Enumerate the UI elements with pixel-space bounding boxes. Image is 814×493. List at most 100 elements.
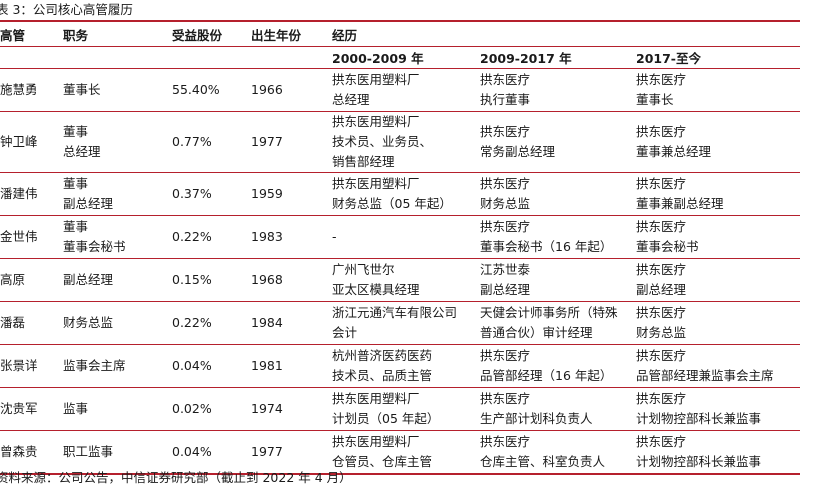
cell-period-2-line: 拱东医疗 — [480, 348, 531, 363]
cell-name: 沈贵军 — [0, 387, 63, 431]
cell-period-2: 江苏世泰 副总经理 — [480, 258, 636, 302]
cell-share: 0.37% — [172, 172, 251, 216]
cell-period-2-line: 拱东医疗 — [480, 219, 531, 234]
cell-name-line: 沈贵军 — [0, 401, 38, 416]
cell-birth-line: 1966 — [251, 82, 283, 97]
cell-name-line: 金世伟 — [0, 229, 38, 244]
cell-period-2-line: 品管部经理（16 年起） — [480, 368, 613, 383]
cell-period-1-line: 仓管员、仓库主管 — [332, 453, 433, 469]
header-row: 高管 职务 受益股份 出生年份 经历 — [0, 20, 801, 47]
cell-birth-line: 1984 — [251, 315, 283, 330]
cell-share: 0.04% — [172, 344, 251, 388]
cell-period-3-line: 计划物控部科长兼监事 — [636, 453, 762, 469]
table-row: 高原 副总经理 0.15% 1968 广州飞世尔 亚太区模具经理 江苏世泰 副总经理 拱东医疗副… — [0, 258, 801, 302]
cell-period-1: 拱东医用塑料厂 仓管员、仓库主管 — [332, 430, 480, 475]
cell-birth-line: 1983 — [251, 229, 283, 244]
cell-period-3: 拱东医疗 副总经理 — [636, 258, 801, 302]
cell-position: 副总经理 — [63, 258, 172, 302]
header-period-1: 2000-2009 年 — [332, 46, 480, 69]
cell-period-1-line: 拱东医用塑料厂 — [332, 176, 420, 191]
cell-position-line: 总经理 — [63, 144, 101, 159]
subheader-row: 2000-2009 年 2009-2017 年 2017-至今 — [0, 46, 801, 69]
cell-period-1-line: 计划员（05 年起） — [332, 411, 440, 426]
cell-position-line: 董事 — [63, 219, 89, 234]
cell-period-1: 拱东医用塑料厂财务总监（05 年起） — [332, 172, 480, 216]
cell-name: 金世伟 — [0, 215, 63, 259]
cell-period-1-line: - — [332, 229, 337, 244]
cell-name-line: 高原 — [0, 272, 26, 287]
header-period-3: 2017-至今 — [636, 46, 801, 69]
cell-period-2-line: 拱东医疗 — [480, 72, 531, 87]
cell-period-2: 拱东医疗 董事会秘书（16 年起） — [480, 215, 636, 259]
cell-position-line: 董事 — [63, 176, 89, 191]
cell-birth: 1974 — [251, 387, 332, 431]
table-row: 潘磊 财务总监 0.22% 1984 浙江元通汽车有限公司 会计 天健会计师事务所（特殊 普通… — [0, 301, 801, 345]
table-row: 张景详 监事会主席 0.04% 1981 杭州普济医药医药 技术员、品质主管 拱东医疗 品管部… — [0, 344, 801, 388]
cell-position-line: 副总经理 — [63, 196, 114, 211]
cell-position-line: 副总经理 — [63, 272, 114, 287]
cell-period-1-line: 会计 — [332, 325, 358, 340]
cell-share: 0.77% — [172, 111, 251, 173]
cell-share-line: 0.22% — [172, 229, 212, 244]
cell-period-3: 拱东医疗董事兼副总经理 — [636, 172, 801, 216]
cell-birth: 1968 — [251, 258, 332, 302]
cell-period-2-line: 财务总监 — [480, 196, 531, 211]
cell-name: 施慧勇 — [0, 68, 63, 112]
cell-period-3-line: 董事长 — [636, 92, 674, 107]
cell-period-2-line: 常务副总经理 — [480, 144, 556, 159]
cell-position: 监事 — [63, 387, 172, 431]
cell-period-1: 广州飞世尔 亚太区模具经理 — [332, 258, 480, 302]
cell-period-3: 拱东医疗计划物控部科长兼监事 — [636, 430, 801, 475]
cell-period-1: 杭州普济医药医药 技术员、品质主管 — [332, 344, 480, 388]
cell-position: 董事 总经理 — [63, 111, 172, 173]
cell-birth-line: 1977 — [251, 443, 283, 459]
cell-period-3-line: 副总经理 — [636, 282, 687, 297]
cell-period-1-line: 技术员、业务员、 — [332, 134, 433, 149]
cell-period-3-line: 拱东医疗 — [636, 262, 687, 277]
cell-period-3: 拱东医疗 董事会秘书 — [636, 215, 801, 259]
cell-name-line: 曾森贵 — [0, 443, 38, 459]
cell-share-line: 0.22% — [172, 315, 212, 330]
cell-period-3: 拱东医疗 品管部经理兼监事会主席 — [636, 344, 801, 388]
cell-period-1-line: 拱东医用塑料厂 — [332, 72, 420, 87]
cell-period-2: 拱东医疗 仓库主管、科室负责人 — [480, 430, 636, 475]
cell-name: 曾森贵 — [0, 430, 63, 475]
cell-share: 0.02% — [172, 387, 251, 431]
table-row: 沈贵军 监事 0.02% 1974 拱东医用塑料厂 计划员（05 年起） 拱东医疗 生产部计划… — [0, 387, 801, 431]
cell-birth-line: 1981 — [251, 358, 283, 373]
cell-period-1-line: 拱东医用塑料厂 — [332, 114, 420, 129]
cell-position: 董事 副总经理 — [63, 172, 172, 216]
table-row: 金世伟 董事 董事会秘书 0.22% 1983 - 拱东医疗 董事会秘书（16 年起） 拱东医疗… — [0, 215, 801, 259]
cell-name-line: 张景详 — [0, 358, 38, 373]
cell-period-1-line: 杭州普济医药医药 — [332, 348, 433, 363]
cell-name: 高原 — [0, 258, 63, 302]
cell-period-1: 拱东医用塑料厂 计划员（05 年起） — [332, 387, 480, 431]
cell-period-2: 拱东医疗 常务副总经理 — [480, 111, 636, 173]
table-caption: 表 3：公司核心高管履历 — [0, 2, 133, 17]
cell-period-1-line: 浙江元通汽车有限公司 — [332, 305, 458, 320]
cell-period-2-line: 天健会计师事务所（特殊 — [480, 305, 618, 320]
cell-period-3-line: 拱东医疗 — [636, 433, 687, 449]
cell-position: 职工监事 — [63, 430, 172, 475]
cell-period-1-line: 财务总监（05 年起） — [332, 196, 452, 211]
cell-position-line: 董事 — [63, 124, 89, 139]
cell-birth-line: 1977 — [251, 134, 283, 149]
table-row: 施慧勇 董事长 55.40% 1966 拱东医用塑料厂 总经理 拱东医疗 执行董事 拱东医疗 董事… — [0, 68, 801, 112]
cell-share-line: 0.77% — [172, 134, 212, 149]
cell-period-2-line: 拱东医疗 — [480, 391, 531, 406]
cell-period-2: 拱东医疗 生产部计划科负责人 — [480, 387, 636, 431]
cell-name: 钟卫峰 — [0, 111, 63, 173]
cell-period-3-line: 拱东医疗 — [636, 176, 687, 191]
cell-name-line: 钟卫峰 — [0, 134, 38, 149]
header-experience: 经历 — [332, 20, 801, 47]
cell-period-3: 拱东医疗 计划物控部科长兼监事 — [636, 387, 801, 431]
cell-position: 董事 董事会秘书 — [63, 215, 172, 259]
cell-birth: 1977 — [251, 111, 332, 173]
cell-period-3-line: 董事兼副总经理 — [636, 196, 724, 211]
cell-period-3-line: 财务总监 — [636, 325, 687, 340]
cell-birth: 1966 — [251, 68, 332, 112]
cell-name: 张景详 — [0, 344, 63, 388]
cell-birth-line: 1974 — [251, 401, 283, 416]
cell-name-line: 潘建伟 — [0, 186, 38, 201]
cell-share-line: 0.04% — [172, 443, 212, 459]
